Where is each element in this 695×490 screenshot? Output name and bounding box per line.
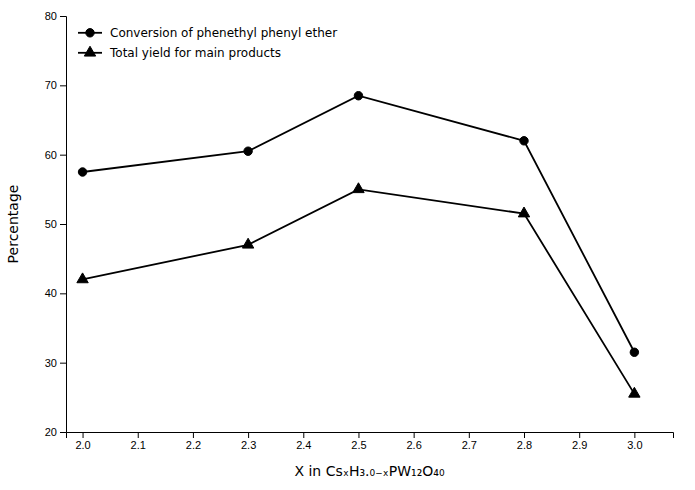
x-tick-label: 2.9 <box>572 439 587 451</box>
series-point <box>354 92 362 100</box>
legend-label: Total yield for main products <box>109 46 281 60</box>
x-tick-label: 2.5 <box>351 439 366 451</box>
series-point <box>78 168 86 176</box>
x-tick-label: 3.0 <box>627 439 642 451</box>
y-tick-mark <box>60 16 66 17</box>
y-axis-line <box>60 17 67 433</box>
y-tick-label: 50 <box>45 218 57 230</box>
x-tick-mark <box>193 432 194 438</box>
x-tick-mark <box>83 432 84 438</box>
x-tick-mark <box>303 432 304 438</box>
y-tick-mark <box>60 363 66 364</box>
y-tick-label: 60 <box>45 149 57 161</box>
y-axis: 20 30 40 50 60 70 80 <box>45 10 67 438</box>
x-tick: 2.7 <box>462 432 477 451</box>
legend: Conversion of phenethyl phenyl ether Tota… <box>78 26 337 60</box>
x-tick-label: 2.4 <box>296 439 311 451</box>
x-tick-label: 2.1 <box>131 439 146 451</box>
x-tick: 2.6 <box>406 432 421 451</box>
x-tick-label: 2.8 <box>517 439 532 451</box>
x-tick-mark <box>138 432 139 438</box>
series-point <box>630 348 638 356</box>
series-line <box>83 189 635 394</box>
y-tick: 80 <box>45 10 66 22</box>
x-tick-mark <box>469 432 470 438</box>
series-point <box>77 273 88 283</box>
x-tick-mark <box>414 432 415 438</box>
y-tick-mark <box>60 293 66 294</box>
x-tick-label: 2.3 <box>241 439 256 451</box>
series <box>78 92 638 357</box>
x-axis-title: X in CsₓH₃.₀₋ₓPW₁₂O₄₀ <box>294 463 444 479</box>
x-tick-mark <box>579 432 580 438</box>
y-tick: 60 <box>45 149 66 161</box>
series-point <box>518 207 529 217</box>
y-tick-mark <box>60 85 66 86</box>
x-axis: 2.0 2.1 2.2 2.3 2.4 2.5 2.6 2.7 2.8 2.9 3.0 <box>67 432 674 451</box>
series-point <box>629 387 640 397</box>
x-tick: 2.5 <box>351 432 366 451</box>
y-axis-title: Percentage <box>5 185 21 264</box>
y-tick-mark <box>60 155 66 156</box>
y-tick-mark <box>60 432 66 433</box>
x-axis-line <box>67 433 674 439</box>
x-tick-mark <box>248 432 249 438</box>
y-tick: 50 <box>45 218 66 230</box>
legend-swatch-marker <box>86 29 94 37</box>
chart: 2.0 2.1 2.2 2.3 2.4 2.5 2.6 2.7 2.8 2.9 3.0 20 30 40 5… <box>0 0 695 490</box>
x-tick-mark <box>524 432 525 438</box>
series-point <box>353 183 364 193</box>
y-tick-label: 30 <box>45 357 57 369</box>
data-marks <box>77 92 640 398</box>
legend-label: Conversion of phenethyl phenyl ether <box>110 26 337 40</box>
x-tick: 2.3 <box>241 432 256 451</box>
y-tick: 20 <box>45 426 66 438</box>
y-tick-label: 40 <box>45 287 57 299</box>
x-tick: 2.2 <box>186 432 201 451</box>
x-tick: 2.0 <box>75 432 90 451</box>
series-point <box>520 137 528 145</box>
x-tick-label: 2.6 <box>406 439 421 451</box>
x-tick-mark <box>358 432 359 438</box>
x-tick-label: 2.7 <box>462 439 477 451</box>
y-tick: 30 <box>45 357 66 369</box>
x-tick: 2.4 <box>296 432 311 451</box>
series-point <box>242 238 253 248</box>
x-tick: 2.1 <box>131 432 146 451</box>
y-tick-mark <box>60 224 66 225</box>
legend-item: Conversion of phenethyl phenyl ether <box>78 26 337 40</box>
legend-swatch-marker <box>84 46 95 56</box>
y-tick-label: 80 <box>45 10 57 22</box>
x-tick: 2.8 <box>517 432 532 451</box>
series <box>77 183 640 397</box>
y-tick: 40 <box>45 287 66 299</box>
x-tick-mark <box>634 432 635 438</box>
x-tick-label: 2.0 <box>75 439 90 451</box>
y-tick-label: 70 <box>45 79 57 91</box>
series-point <box>244 147 252 155</box>
y-tick-label: 20 <box>45 426 57 438</box>
x-tick-label: 2.2 <box>186 439 201 451</box>
plot-area: 2.0 2.1 2.2 2.3 2.4 2.5 2.6 2.7 2.8 2.9 3.0 20 30 40 5… <box>45 10 674 451</box>
x-tick: 2.9 <box>572 432 587 451</box>
y-tick: 70 <box>45 79 66 91</box>
x-tick: 3.0 <box>627 432 642 451</box>
series-line <box>83 96 635 353</box>
legend-item: Total yield for main products <box>78 46 281 60</box>
